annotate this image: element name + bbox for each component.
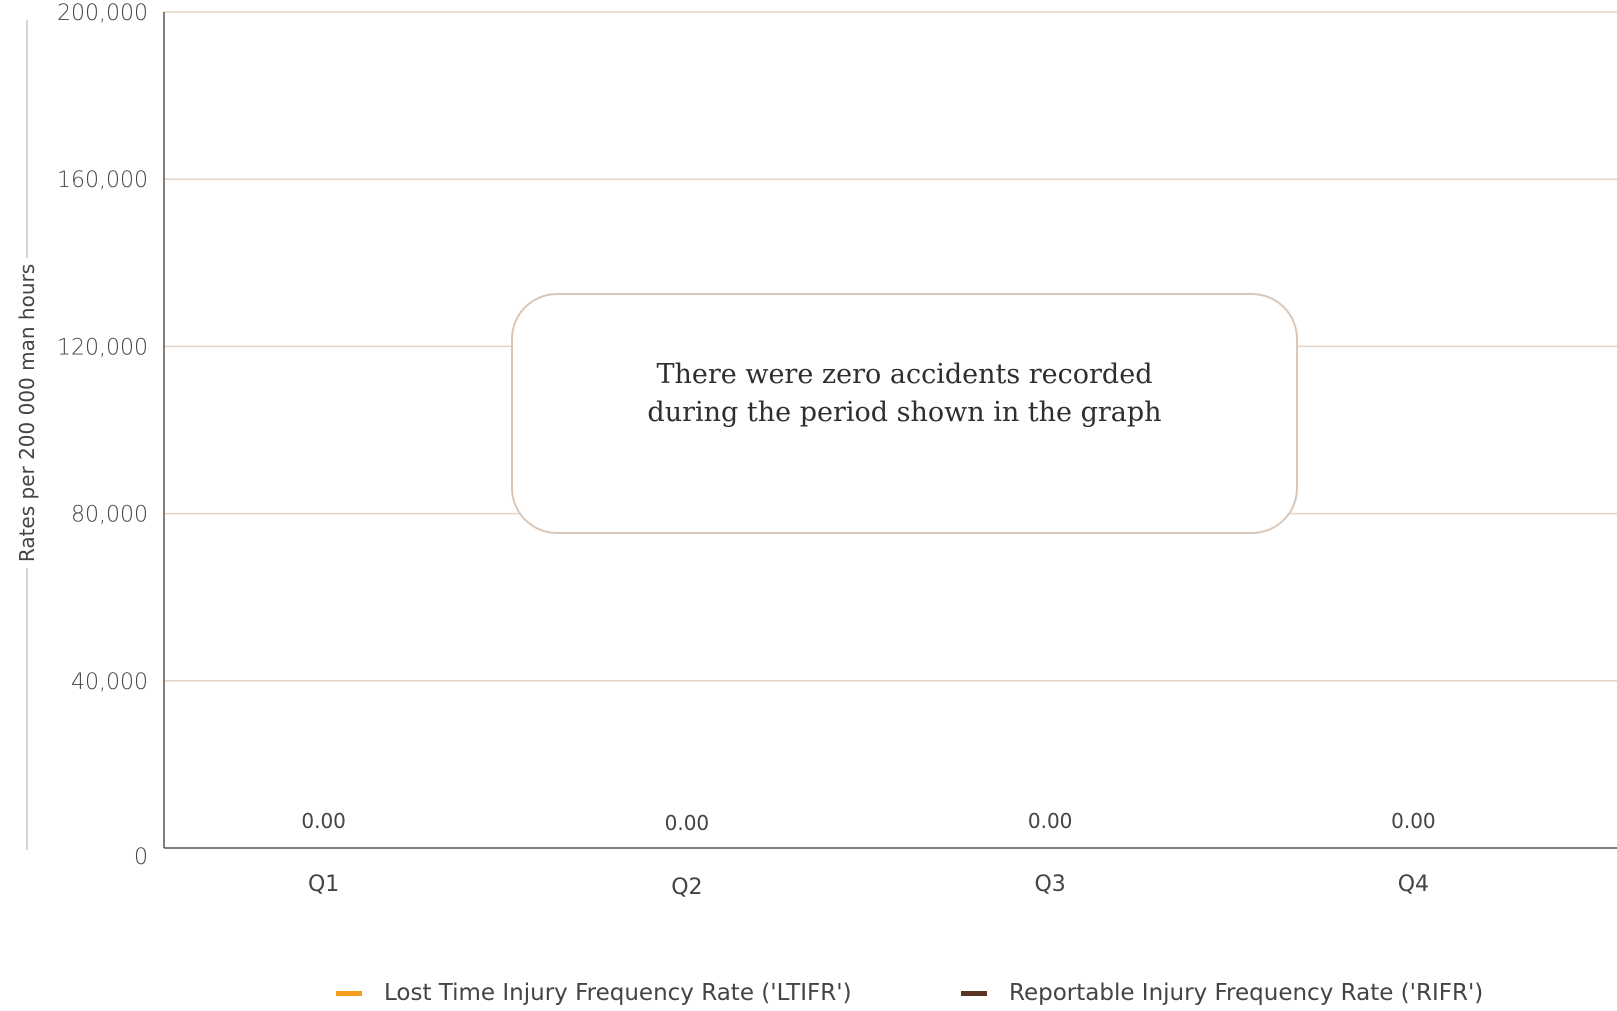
y-tick-label: 120,000 bbox=[57, 335, 148, 360]
y-tick-labels: 0 40,000 80,000 120,000 160,000 200,000 bbox=[57, 1, 148, 870]
no-accidents-callout: There were zero accidents recorded durin… bbox=[511, 293, 1298, 534]
legend-swatch-rifr bbox=[961, 990, 987, 996]
x-category-label: Q1 bbox=[308, 872, 339, 897]
data-label: 0.00 bbox=[301, 809, 346, 833]
legend-label-ltifr: Lost Time Injury Frequency Rate ('LTIFR'… bbox=[384, 980, 852, 1006]
data-label: 0.00 bbox=[665, 811, 710, 835]
y-tick-label: 160,000 bbox=[57, 168, 148, 193]
y-axis-title: Rates per 200 000 man hours bbox=[15, 264, 39, 562]
data-label: 0.00 bbox=[1391, 809, 1436, 833]
legend-item-ltifr: Lost Time Injury Frequency Rate ('LTIFR'… bbox=[336, 980, 852, 1006]
y-tick-label: 40,000 bbox=[71, 670, 148, 695]
y-tick-label: 80,000 bbox=[71, 503, 148, 528]
x-category-label: Q4 bbox=[1398, 872, 1429, 897]
x-category-label: Q2 bbox=[671, 875, 702, 900]
legend: Lost Time Injury Frequency Rate ('LTIFR'… bbox=[0, 980, 1617, 1010]
y-axis-title-group: Rates per 200 000 man hours bbox=[15, 20, 39, 850]
data-label: 0.00 bbox=[1028, 809, 1073, 833]
x-category-label: Q3 bbox=[1034, 872, 1065, 897]
axes bbox=[163, 12, 1617, 849]
y-tick-label: 0 bbox=[134, 845, 148, 870]
y-tick-label: 200,000 bbox=[57, 1, 148, 26]
legend-label-rifr: Reportable Injury Frequency Rate ('RIFR'… bbox=[1009, 980, 1484, 1006]
data-labels: 0.00 0.00 0.00 0.00 bbox=[301, 809, 1435, 835]
legend-item-rifr: Reportable Injury Frequency Rate ('RIFR'… bbox=[961, 980, 1483, 1006]
callout-text: There were zero accidents recorded durin… bbox=[647, 358, 1162, 428]
x-category-labels: Q1 Q2 Q3 Q4 bbox=[308, 872, 1429, 900]
legend-swatch-ltifr bbox=[336, 990, 362, 996]
